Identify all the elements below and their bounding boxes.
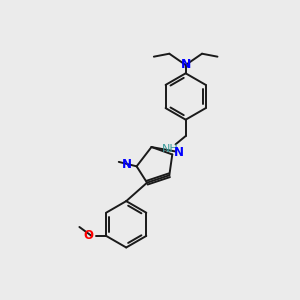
Text: NH: NH: [162, 143, 178, 154]
Text: N: N: [122, 158, 132, 171]
Text: N: N: [174, 146, 184, 160]
Text: N: N: [181, 58, 191, 71]
Text: O: O: [84, 230, 94, 242]
